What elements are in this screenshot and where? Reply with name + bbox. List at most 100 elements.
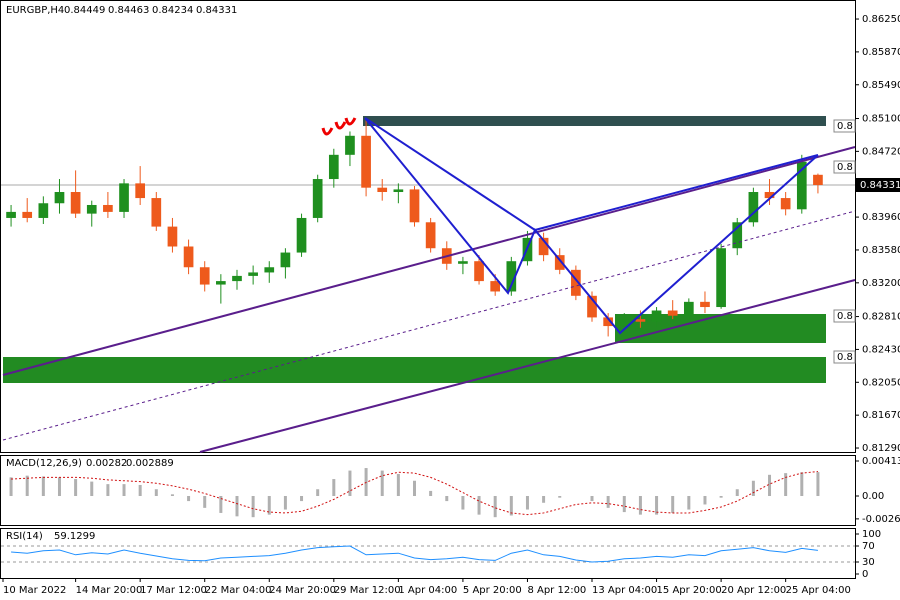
y-tick-label: 0.83960 (862, 212, 900, 223)
candle-body (312, 179, 323, 218)
fractal-marks (321, 117, 357, 136)
zone-label: 0.8 (837, 121, 853, 132)
channel-lower (199, 279, 856, 453)
candle-body (683, 301, 694, 316)
main-panel (0, 0, 856, 453)
candle-body (151, 198, 162, 227)
candle-body (796, 161, 807, 210)
header-close: 0.84331 (196, 5, 237, 16)
x-tick-label: 15 Apr 20:00 (657, 585, 722, 596)
candle-body (54, 192, 65, 204)
price-label: 0.84331 (860, 180, 900, 191)
y-tick-label: 0.82050 (862, 377, 900, 388)
channel-upper (2, 146, 856, 376)
y-tick-label: 0.82430 (862, 344, 900, 355)
candle-body (216, 281, 226, 285)
y-tick-label: 0 (862, 569, 868, 580)
zone-label-box (833, 160, 856, 174)
y-tick-label: 0.85100 (862, 113, 900, 124)
resistance-zone (363, 116, 826, 126)
y-tick-label: 0.81290 (862, 443, 900, 454)
candle-body (538, 237, 549, 256)
support-zone (3, 357, 826, 383)
candle-body (474, 261, 484, 282)
macd-panel (0, 455, 856, 526)
x-tick-label: 10 Mar 2022 (3, 585, 66, 596)
candle-body (571, 269, 581, 296)
candle-body (603, 317, 613, 327)
rsi-panel (0, 528, 856, 579)
y-tick-label: 0.83580 (862, 245, 900, 256)
candle-body (651, 310, 662, 322)
zone-label: 0.8 (837, 352, 853, 363)
candle-body (119, 183, 129, 212)
y-tick-label: 0.86250 (862, 14, 900, 25)
candle-body (732, 222, 743, 249)
candle-body (780, 198, 791, 210)
y-tick-label: 100 (862, 529, 881, 540)
candle-body (361, 135, 371, 188)
symbol: EURGBP,H4 (6, 5, 64, 16)
candle-body (425, 222, 436, 249)
zone-label: 0.8 (837, 311, 853, 322)
rsi-line (11, 545, 818, 563)
support-zone (615, 314, 826, 343)
candle-body (619, 319, 630, 327)
x-tick-label: 13 Apr 04:00 (592, 585, 657, 596)
rsi-label: RSI(14) (6, 531, 43, 542)
candle-body (22, 211, 33, 218)
trend-lines (2, 117, 856, 453)
candle-body (764, 192, 775, 199)
header-low: 0.84234 (152, 5, 193, 16)
candle-body (38, 203, 49, 218)
candle-body (70, 192, 81, 214)
candle-body (587, 295, 597, 318)
candle-body (103, 204, 113, 212)
zone-label-box (833, 350, 856, 364)
candle-body (183, 246, 194, 268)
candle-body (748, 192, 759, 223)
x-tick-label: 14 Mar 20:00 (76, 585, 143, 596)
candle-body (264, 267, 275, 273)
candle-body (377, 187, 388, 193)
x-tick-label: 17 Mar 12:00 (140, 585, 207, 596)
candle-body (232, 275, 242, 282)
candle-body (554, 255, 565, 270)
zone-label: 0.8 (837, 162, 853, 173)
rsi-value: 59.1299 (54, 531, 95, 542)
candle-body (345, 135, 355, 155)
y-tick-label: 70 (862, 541, 875, 552)
zone-label-box (833, 119, 856, 133)
candle-body (458, 261, 468, 264)
y-tick-label: 0.81670 (862, 410, 900, 421)
y-tick-label: 0.85490 (862, 80, 900, 91)
candle-body (813, 174, 823, 186)
zones (3, 116, 826, 383)
y-tick-label: 0.00 (862, 491, 884, 502)
price-label-box (856, 178, 900, 193)
candle-body (490, 281, 501, 292)
y-tick-label: 0.004131 (862, 456, 900, 467)
header-high: 0.84463 (108, 5, 149, 16)
y-tick-label: 30 (862, 557, 875, 568)
candle-body (667, 310, 678, 316)
candle-body (635, 319, 646, 322)
x-tick-label: 20 Apr 12:00 (721, 585, 786, 596)
candle-body (280, 252, 291, 268)
header-open: 0.84449 (64, 5, 105, 16)
candle-body (296, 217, 307, 253)
panel-borders (0, 0, 856, 579)
candle-body (6, 211, 16, 218)
zone-label-box (833, 309, 856, 323)
macd-label: MACD(12,26,9) (6, 458, 82, 469)
x-tick-label: 29 Mar 12:00 (334, 585, 401, 596)
y-tick-label: 0.84720 (862, 146, 900, 157)
candle-body (135, 183, 146, 199)
x-tick-label: 8 Apr 12:00 (527, 585, 586, 596)
x-tick-label: 25 Apr 04:00 (786, 585, 851, 596)
x-tick-label: 5 Apr 20:00 (463, 585, 522, 596)
x-tick-label: 22 Mar 04:00 (205, 585, 272, 596)
x-tick-label: 24 Mar 20:00 (269, 585, 336, 596)
